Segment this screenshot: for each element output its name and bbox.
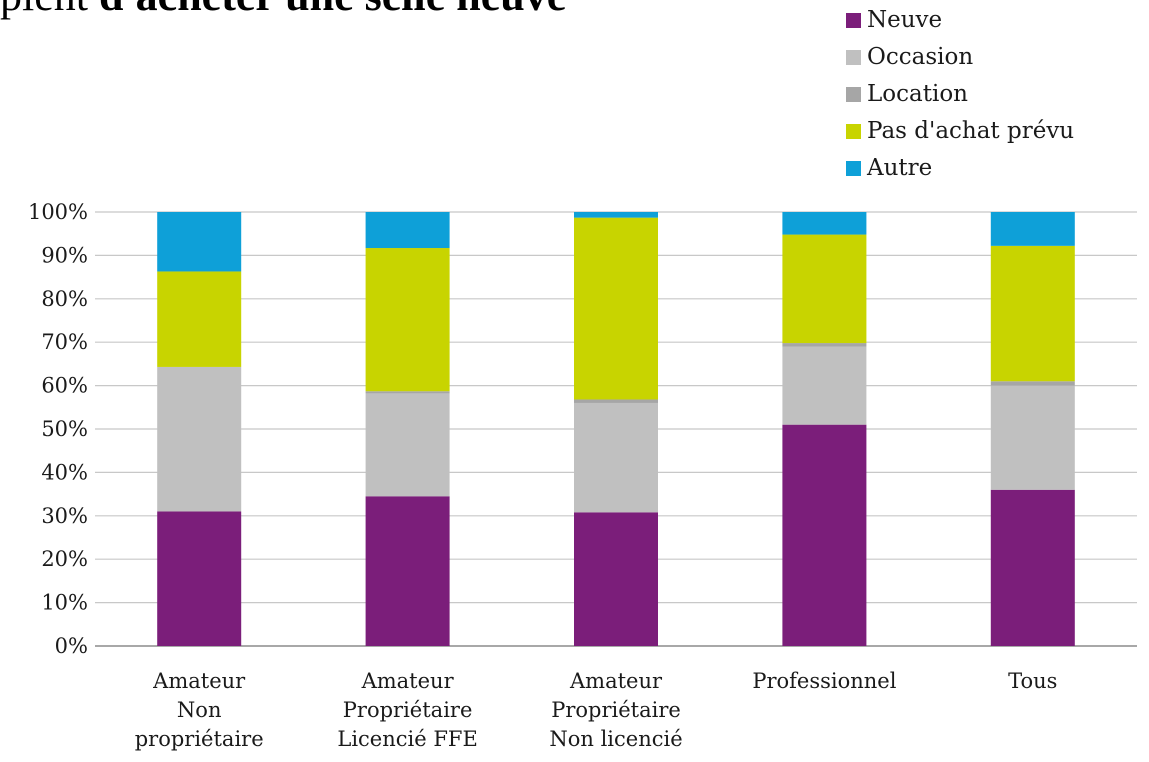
bar-segment-autre: [782, 212, 867, 235]
x-category-label: Propriétaire: [343, 698, 473, 722]
chart-title: pient d'acheter une selle neuve: [0, 0, 566, 21]
x-category-label: Licencié FFE: [337, 727, 477, 751]
y-tick-label: 100%: [28, 200, 88, 224]
y-tick-label: 50%: [41, 417, 88, 441]
x-category-label: Tous: [1008, 669, 1057, 693]
x-category-label: Propriétaire: [551, 698, 681, 722]
bar-segment-location: [782, 343, 867, 347]
x-category-label: Amateur: [569, 669, 663, 693]
x-category-label: Non: [177, 698, 222, 722]
legend-swatch: [846, 160, 861, 176]
x-category-label: Non licencié: [549, 727, 682, 751]
bar-segment-occasion: [365, 393, 450, 497]
legend-label: Neuve: [867, 7, 943, 33]
bar-segment-autre: [574, 212, 658, 218]
y-tick-label: 80%: [41, 287, 88, 311]
legend-item: Location: [846, 76, 968, 112]
y-tick-label: 90%: [41, 243, 88, 267]
bar-segment-neuve: [365, 496, 450, 646]
bar-segment-location: [365, 391, 450, 394]
y-tick-label: 0%: [55, 634, 88, 658]
bar-segment-occasion: [157, 366, 242, 512]
legend-label: Autre: [867, 155, 933, 181]
bar-segment-occasion: [990, 385, 1075, 490]
chart-title-prefix: pient: [0, 0, 99, 20]
y-tick-label: 40%: [41, 460, 88, 484]
legend-swatch: [846, 123, 861, 139]
y-tick-label: 30%: [41, 504, 88, 528]
legend-swatch: [846, 49, 861, 65]
x-category-label: Amateur: [361, 669, 455, 693]
legend-swatch: [846, 86, 861, 102]
x-category-label: Professionnel: [752, 669, 896, 693]
bar-segment-location: [990, 381, 1075, 386]
bar-segment-autre: [365, 212, 450, 249]
bar-segment-pas-d-achat-pr-vu: [157, 271, 242, 367]
y-tick-label: 20%: [41, 547, 88, 571]
y-tick-label: 10%: [41, 591, 88, 615]
bar-segment-neuve: [782, 424, 867, 646]
bar-segment-pas-d-achat-pr-vu: [574, 217, 658, 400]
bar-segment-neuve: [574, 512, 658, 646]
legend-item: Autre: [846, 150, 932, 186]
legend-swatch: [846, 12, 861, 28]
legend-item: Occasion: [846, 39, 973, 75]
y-tick-label: 70%: [41, 330, 88, 354]
x-category-label: propriétaire: [135, 727, 264, 751]
legend-item: Neuve: [846, 2, 942, 38]
bar-segment-autre: [157, 212, 242, 272]
bar-segment-pas-d-achat-pr-vu: [990, 245, 1075, 382]
bar-segment-autre: [990, 212, 1075, 246]
bar-segment-neuve: [157, 511, 242, 646]
bar-segment-occasion: [574, 402, 658, 513]
bar-segment-pas-d-achat-pr-vu: [365, 248, 450, 392]
bar-segment-location: [574, 399, 658, 403]
y-tick-label: 60%: [41, 374, 88, 398]
legend-label: Location: [867, 81, 968, 107]
legend-label: Occasion: [867, 44, 974, 70]
legend-label: Pas d'achat prévu: [867, 118, 1075, 144]
bar-segment-neuve: [990, 489, 1075, 646]
bar-segment-occasion: [782, 346, 867, 425]
x-category-label: Amateur: [152, 669, 246, 693]
chart-title-bold: d'acheter une selle neuve: [99, 0, 566, 20]
bar-segment-pas-d-achat-pr-vu: [782, 234, 867, 344]
legend-item: Pas d'achat prévu: [846, 113, 1074, 149]
